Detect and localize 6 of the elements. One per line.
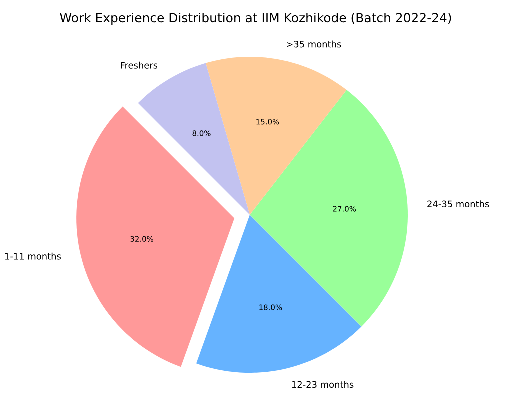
slice-label: 12-23 months: [292, 381, 354, 388]
slice-label: 24-35 months: [428, 200, 490, 208]
slice-label: Freshers: [121, 62, 158, 69]
chart-title: Work Experience Distribution at IIM Kozhikode (Batch 2022-24): [60, 12, 452, 26]
slice-label: 1-11 months: [5, 252, 62, 260]
slice-label: >35 months: [287, 40, 342, 48]
